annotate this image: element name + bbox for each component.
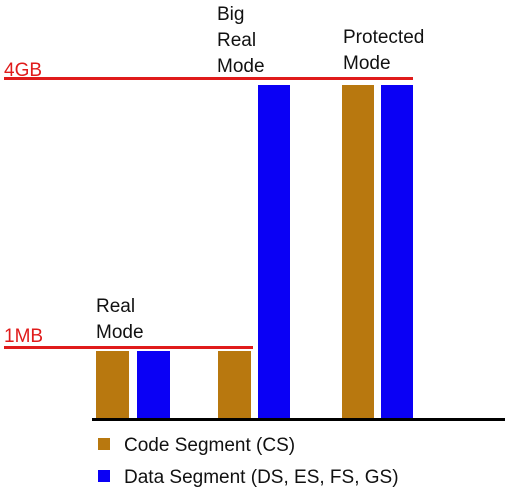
legend-label-code-segment: Code Segment (CS) (124, 435, 295, 456)
protected-mode-data-segment-bar (381, 85, 413, 418)
baseline (92, 418, 505, 421)
legend-item-code-segment: Code Segment (CS) (98, 435, 295, 456)
protected-mode-code-segment-bar (342, 85, 374, 418)
legend-swatch-data-segment (98, 470, 110, 482)
limit-1mb-line (4, 346, 253, 349)
real-mode-code-segment-bar (96, 351, 129, 418)
svg-text:Real: Real (96, 296, 135, 317)
limit-4gb-label: 4GB (4, 60, 42, 81)
big-real-mode-data-segment-bar (258, 85, 290, 418)
big-real-mode-label: Big Real Mode (217, 4, 265, 77)
legend: Code Segment (CS) Data Segment (DS, ES, … (98, 435, 399, 488)
svg-text:Mode: Mode (217, 56, 265, 77)
limit-1mb-label: 1MB (4, 326, 43, 347)
svg-text:Protected: Protected (343, 27, 424, 48)
svg-text:Real: Real (217, 30, 256, 51)
svg-text:Mode: Mode (343, 53, 391, 74)
legend-swatch-code-segment (98, 438, 110, 450)
real-mode-label: Real Mode (96, 296, 144, 343)
protected-mode-label: Protected Mode (343, 27, 424, 74)
svg-text:Mode: Mode (96, 322, 144, 343)
big-real-mode-code-segment-bar (218, 351, 251, 418)
legend-label-data-segment: Data Segment (DS, ES, FS, GS) (124, 467, 399, 488)
svg-text:Big: Big (217, 4, 244, 25)
limit-4gb-line (4, 77, 413, 80)
real-mode-data-segment-bar (137, 351, 170, 418)
legend-item-data-segment: Data Segment (DS, ES, FS, GS) (98, 467, 399, 488)
